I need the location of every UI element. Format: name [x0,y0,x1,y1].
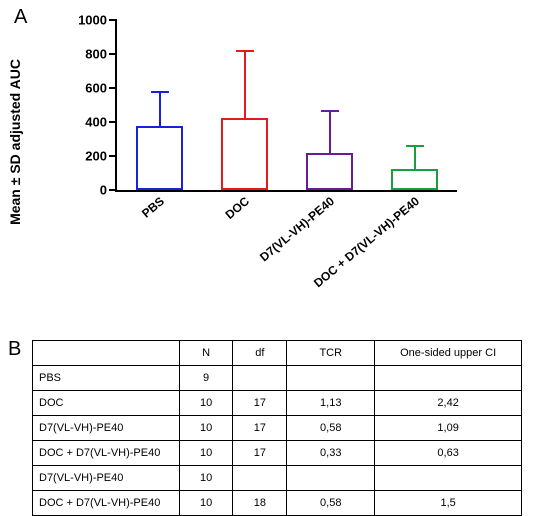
chart-y-axis-label: Mean ± SD adjusted AUC [7,59,23,225]
table-cell [287,366,375,391]
y-tick-label: 600 [85,81,107,96]
bar [221,118,268,190]
y-tick [109,53,117,55]
table-cell [287,466,375,491]
table-cell: 17 [233,391,287,416]
bar-slot [306,20,353,190]
table-cell: 2,42 [375,391,522,416]
table-cell: 1,13 [287,391,375,416]
chart-panel-a: Mean ± SD adjusted AUC 02004006008001000… [60,12,530,272]
table-header-cell: df [233,341,287,366]
table-cell: 0,33 [287,441,375,466]
table-cell: 17 [233,441,287,466]
error-bar-line [414,146,416,169]
error-bar-line [244,51,246,118]
table-cell: 0,58 [287,416,375,441]
table-row-header: DOC [33,391,180,416]
table-cell: 10 [179,491,233,516]
table-cell: 10 [179,391,233,416]
y-tick-label: 200 [85,149,107,164]
table-row-header: D7(VL-VH)-PE40 [33,416,180,441]
y-tick-label: 800 [85,47,107,62]
y-tick [109,87,117,89]
error-bar-line [159,92,161,126]
panel-b-label: B [8,338,21,361]
bar-slot [391,20,438,190]
table-row: DOC + D7(VL-VH)-PE4010180,581,5 [33,491,522,516]
y-tick [109,19,117,21]
table-cell: 10 [179,441,233,466]
table-cell [233,366,287,391]
error-bar-cap [321,110,339,112]
y-tick [109,189,117,191]
x-tick-label: DOC [222,194,251,222]
stats-table: NdfTCROne-sided upper CIPBS9DOC10171,132… [32,340,522,516]
chart-plot-area: 02004006008001000PBSDOCD7(VL-VH)-PE40DOC… [115,20,457,192]
table-cell [375,466,522,491]
y-tick [109,121,117,123]
table-header-cell [33,341,180,366]
table-cell: 1,5 [375,491,522,516]
bar-slot [221,20,268,190]
table-cell: 10 [179,466,233,491]
bar [391,169,438,190]
y-tick [109,155,117,157]
table-row: DOC + D7(VL-VH)-PE4010170,330,63 [33,441,522,466]
table-row-header: PBS [33,366,180,391]
table-row: D7(VL-VH)-PE4010170,581,09 [33,416,522,441]
table-cell: 9 [179,366,233,391]
bar [136,126,183,190]
y-tick-label: 400 [85,115,107,130]
y-tick-label: 1000 [78,13,107,28]
table-cell [375,366,522,391]
stats-table-panel-b: NdfTCROne-sided upper CIPBS9DOC10171,132… [32,340,522,516]
table-header-cell: N [179,341,233,366]
error-bar-cap [406,145,424,147]
table-row: PBS9 [33,366,522,391]
panel-a-label: A [14,6,27,29]
table-cell [233,466,287,491]
bar-slot [136,20,183,190]
table-header-cell: One-sided upper CI [375,341,522,366]
error-bar-cap [151,91,169,93]
x-tick-label: D7(VL-VH)-PE40 [256,194,336,264]
table-header-cell: TCR [287,341,375,366]
error-bar-line [329,111,331,154]
table-cell: 18 [233,491,287,516]
y-tick-label: 0 [100,183,107,198]
table-row-header: DOC + D7(VL-VH)-PE40 [33,441,180,466]
error-bar-cap [236,50,254,52]
table-row-header: D7(VL-VH)-PE40 [33,466,180,491]
table-row: DOC10171,132,42 [33,391,522,416]
table-cell: 0,58 [287,491,375,516]
table-cell: 0,63 [375,441,522,466]
table-cell: 10 [179,416,233,441]
table-cell: 1,09 [375,416,522,441]
bar [306,153,353,190]
table-row: D7(VL-VH)-PE4010 [33,466,522,491]
table-cell: 17 [233,416,287,441]
table-row-header: DOC + D7(VL-VH)-PE40 [33,491,180,516]
x-tick-label: PBS [139,194,167,221]
